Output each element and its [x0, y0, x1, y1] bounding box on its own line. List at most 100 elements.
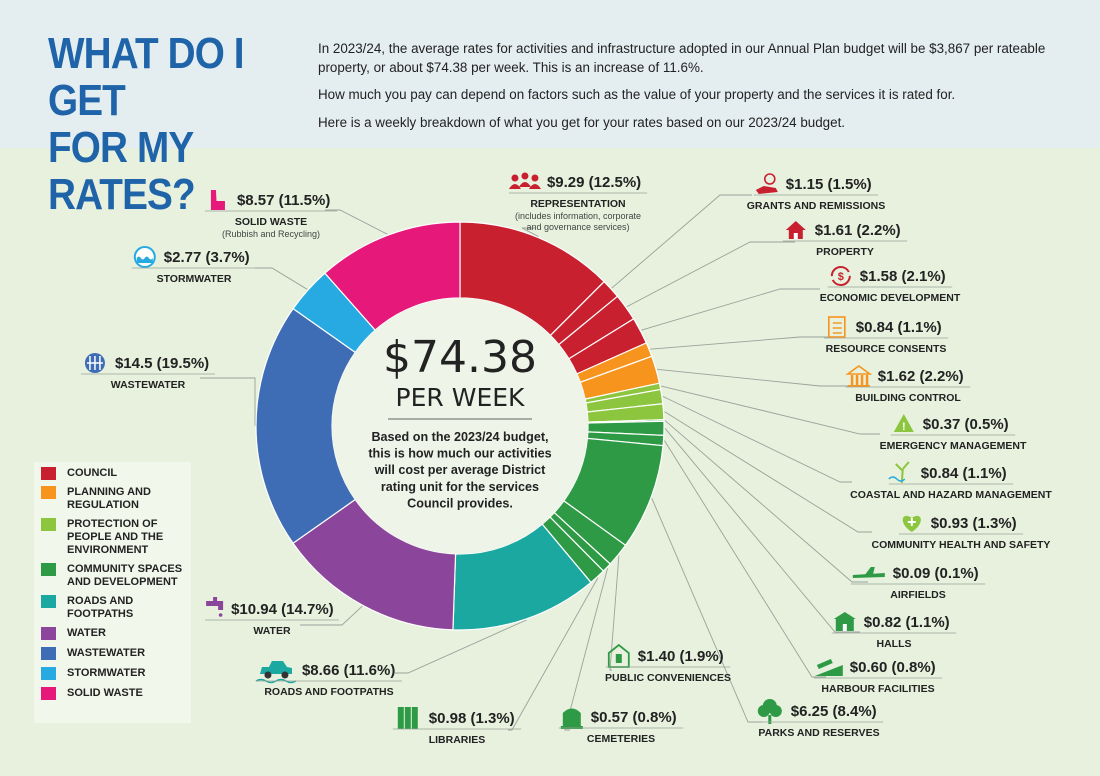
tree-icon — [757, 699, 782, 724]
value-grants-and-remissions: $1.15 (1.5%) — [786, 176, 872, 193]
label-building-control: $1.62 (2.2%) BUILDING CONTROL — [845, 365, 971, 404]
legend-label: COUNCIL — [67, 467, 118, 479]
legend-label: ROADS AND FOOTPATHS — [67, 595, 134, 620]
caption-building-control: BUILDING CONTROL — [855, 392, 961, 404]
title-line-1: WHAT DO I GET — [48, 29, 245, 125]
caption-public-conveniences: PUBLIC CONVENIENCES — [605, 672, 731, 684]
warning-icon: ! — [893, 414, 914, 433]
title-line-2: FOR MY RATES? — [48, 123, 196, 219]
label-parks-and-reserves: $6.25 (8.4%) PARKS AND RESERVES — [754, 699, 884, 739]
people-icon — [508, 172, 541, 189]
caption-cemeteries: CEMETERIES — [587, 733, 655, 745]
label-airfields: $0.09 (0.1%) AIRFIELDS — [850, 565, 986, 601]
leader-coastal-and-hazard-management — [662, 395, 852, 483]
value-public-conveniences: $1.40 (1.9%) — [638, 648, 724, 665]
legend-item-stormwater: STORMWATER — [34, 667, 186, 680]
intro-paragraph-1: In 2023/24, the average rates for activi… — [318, 41, 1046, 75]
checklist-icon — [827, 316, 846, 338]
leader-community-health-and-safety — [664, 411, 872, 533]
legend-swatch — [41, 518, 56, 531]
caption-halls: HALLS — [877, 638, 912, 650]
center-per-week: PER WEEK — [396, 383, 526, 412]
car-icon — [255, 661, 297, 684]
legend-label: WASTEWATER — [67, 647, 146, 659]
intro-paragraph-2: How much you pay can depend on factors s… — [318, 87, 956, 102]
value-economic-development: $1.58 (2.1%) — [860, 268, 946, 285]
coast-tree-icon — [888, 461, 910, 484]
label-roads-and-footpaths: $8.66 (11.6%) ROADS AND FOOTPATHS — [255, 661, 403, 698]
center-description-line: rating unit for the services — [381, 480, 539, 494]
leader-public-conveniences — [609, 555, 620, 671]
tap-icon — [206, 597, 224, 617]
caption-solid-waste: SOLID WASTE — [235, 216, 307, 228]
leader-stormwater — [255, 267, 308, 290]
legend-item-council: COUNCIL — [34, 467, 186, 480]
legend-swatch — [41, 595, 56, 608]
value-representation: $9.29 (12.5%) — [547, 174, 641, 191]
leader-halls — [664, 428, 860, 633]
caption-community-health-and-safety: COMMUNITY HEALTH AND SAFETY — [872, 539, 1051, 551]
label-resource-consents: $0.84 (1.1%) RESOURCE CONSENTS — [823, 316, 949, 355]
hall-icon — [833, 612, 856, 631]
legend-swatch — [41, 486, 56, 499]
value-roads-and-footpaths: $8.66 (11.6%) — [302, 662, 395, 679]
value-resource-consents: $0.84 (1.1%) — [856, 319, 942, 336]
caption-grants-and-remissions: GRANTS AND REMISSIONS — [747, 200, 885, 212]
legend-item-planning: PLANNING AND REGULATION — [34, 486, 186, 512]
note-solid-waste: (Rubbish and Recycling) — [222, 229, 320, 239]
label-property: $1.61 (2.2%) PROPERTY — [782, 221, 908, 258]
legend-label: SOLID WASTE — [67, 687, 143, 699]
svg-text:!: ! — [902, 421, 906, 433]
value-property: $1.61 (2.2%) — [815, 222, 901, 239]
leader-libraries — [508, 577, 599, 731]
caption-wastewater: WASTEWATER — [111, 379, 186, 391]
headstone-icon — [560, 708, 583, 729]
caption-resource-consents: RESOURCE CONSENTS — [826, 343, 947, 355]
leader-property — [626, 241, 795, 308]
caption-harbour-facilities: HARBOUR FACILITIES — [821, 683, 934, 695]
boat-ramp-icon — [814, 659, 843, 676]
leader-lines — [200, 194, 880, 731]
legend-item-water: WATER — [34, 627, 186, 640]
value-halls: $0.82 (1.1%) — [864, 614, 950, 631]
legend-item-roads: ROADS AND FOOTPATHS — [34, 595, 186, 621]
books-icon — [397, 707, 418, 729]
caption-emergency-management: EMERGENCY MANAGEMENT — [880, 440, 1027, 452]
leader-solid-waste — [325, 209, 388, 235]
grant-hand-icon — [755, 173, 778, 194]
label-water: $10.94 (14.7%) WATER — [205, 597, 339, 637]
caption-airfields: AIRFIELDS — [890, 589, 945, 601]
center-description-line: Council provides. — [407, 496, 513, 510]
label-cemeteries: $0.57 (0.8%) CEMETERIES — [558, 708, 684, 745]
leader-airfields — [664, 420, 868, 583]
svg-text:$: $ — [838, 271, 844, 283]
label-wastewater: $14.5 (19.5%) WASTEWATER — [80, 353, 216, 391]
building-icon — [845, 365, 873, 387]
caption-property: PROPERTY — [816, 246, 874, 258]
intro-text: In 2023/24, the average rates for activi… — [318, 40, 1058, 141]
label-community-health-and-safety: $0.93 (1.3%) COMMUNITY HEALTH AND SAFETY — [872, 515, 1051, 551]
drain-icon — [84, 353, 105, 373]
value-community-health-and-safety: $0.93 (1.3%) — [931, 515, 1017, 532]
leader-cemeteries — [564, 568, 609, 731]
label-emergency-management: ! $0.37 (0.5%) EMERGENCY MANAGEMENT — [880, 414, 1027, 452]
plane-icon — [852, 567, 885, 578]
value-solid-waste: $8.57 (11.5%) — [237, 192, 330, 209]
bin-icon — [210, 190, 225, 210]
value-coastal-and-hazard-management: $0.84 (1.1%) — [921, 465, 1007, 482]
caption-stormwater: STORMWATER — [157, 273, 232, 285]
value-emergency-management: $0.37 (0.5%) — [923, 416, 1009, 433]
label-representation: $9.29 (12.5%) REPRESENTATION(includes inf… — [508, 172, 648, 232]
legend-swatch — [41, 687, 56, 700]
house-icon — [785, 221, 806, 239]
value-building-control: $1.62 (2.2%) — [878, 368, 964, 385]
page-title: WHAT DO I GET FOR MY RATES? — [48, 30, 277, 218]
label-solid-waste: $8.57 (11.5%) SOLID WASTE(Rubbish and Rec… — [204, 190, 338, 239]
dollar-cycle-icon: $ — [830, 266, 851, 286]
header-banner: WHAT DO I GET FOR MY RATES? In 2023/24, … — [0, 0, 1100, 218]
slice-labels: $9.29 (12.5%) REPRESENTATION(includes inf… — [80, 172, 1052, 746]
legend-label: WATER — [67, 627, 106, 639]
caption-representation: REPRESENTATION — [530, 198, 625, 210]
value-stormwater: $2.77 (3.7%) — [164, 249, 250, 266]
